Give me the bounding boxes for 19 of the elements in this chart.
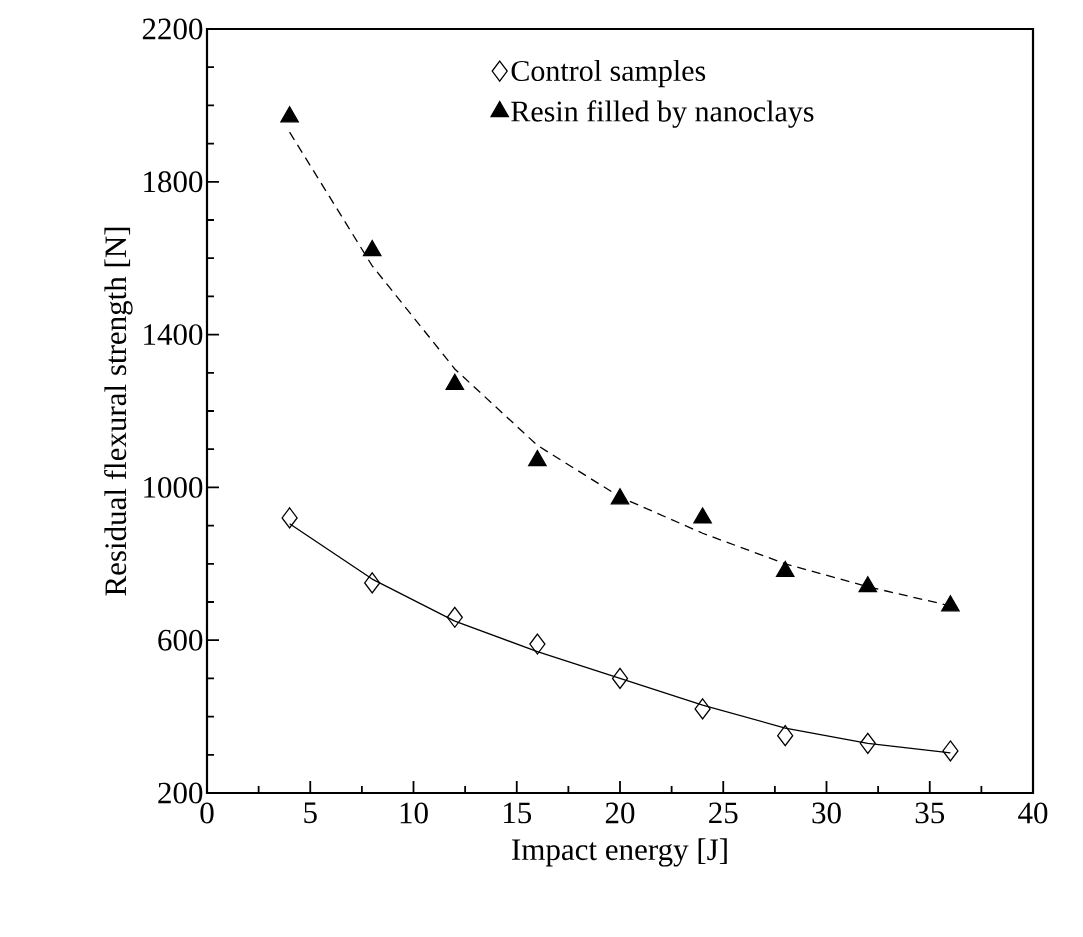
y-tick-label: 1400	[144, 324, 203, 346]
x-tick-label: 25	[709, 802, 738, 824]
y-tick-label: 600	[158, 629, 203, 651]
x-tick-label: 0	[200, 802, 214, 824]
x-axis-title: Impact energy [J]	[512, 838, 727, 867]
x-tick-label: 40	[1018, 802, 1048, 824]
x-tick-label: 5	[304, 802, 317, 824]
legend-label: Control samples	[511, 59, 706, 88]
legend-label: Resin filled by nanoclays	[511, 100, 814, 128]
y-tick-label: 2200	[142, 18, 203, 40]
y-tick-label: 200	[158, 782, 203, 804]
x-tick-label: 20	[605, 802, 635, 824]
x-tick-label: 30	[812, 802, 841, 824]
y-tick-label: 1000	[144, 476, 203, 498]
y-tick-label: 1800	[144, 171, 203, 193]
x-tick-label: 10	[400, 802, 428, 824]
x-tick-label: 35	[915, 802, 945, 824]
x-tick-label: 15	[503, 802, 532, 824]
y-axis-title: Residual flexural strength [N]	[104, 227, 133, 596]
